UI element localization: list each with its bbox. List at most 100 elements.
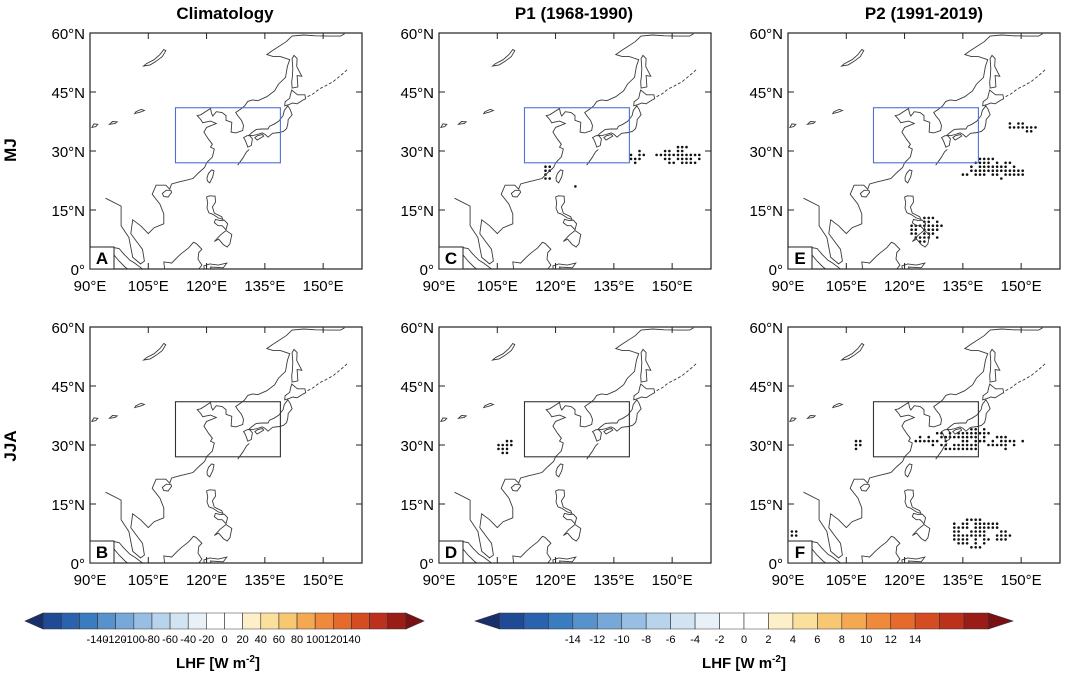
colorbar-right-tick-label: -12 — [589, 634, 605, 646]
colorbar-left-tick-label: -20 — [198, 634, 214, 646]
lat-label: 15°N — [749, 497, 783, 514]
colorbar-left-cell — [351, 612, 370, 630]
lat-label: 45°N — [400, 85, 434, 102]
panel-letter: A — [96, 249, 108, 268]
lon-label: 105°E — [128, 278, 169, 295]
colorbar-left-cell — [224, 612, 243, 630]
lon-label: 120°E — [186, 572, 227, 589]
lon-label: 150°E — [1001, 278, 1042, 295]
map-panel-c: 60°N 45°N 30°N 15°N 0°90°E 105°E 120°E 135°E 150… — [400, 26, 712, 295]
panel-letter: C — [445, 249, 457, 268]
study-region-box — [523, 107, 630, 164]
coastlines — [91, 33, 345, 269]
colorbar-right-cell — [621, 612, 647, 630]
panel-letter-box — [787, 540, 813, 564]
colorbar-left-tick-label: 120 — [324, 634, 342, 646]
lat-label: 0° — [420, 262, 434, 279]
lat-label: 60°N — [51, 26, 85, 43]
lat-label: 15°N — [51, 203, 85, 220]
lat-label: 60°N — [400, 320, 434, 337]
lat-label: 45°N — [400, 379, 434, 396]
colorbar-left-cell — [151, 612, 171, 630]
lon-label: 105°E — [128, 572, 169, 589]
coastlines — [440, 33, 694, 269]
lon-label: 90°E — [423, 572, 456, 589]
lon-label: 105°E — [826, 278, 867, 295]
colorbar-left-tick-label: 80 — [291, 634, 303, 646]
lat-label: 0° — [769, 556, 783, 573]
lat-label: 15°N — [400, 497, 434, 514]
colorbar-left-cell — [314, 612, 334, 630]
colorbar-right-cell — [523, 612, 549, 630]
study-region-box — [872, 401, 979, 458]
lat-label: 45°N — [749, 85, 783, 102]
colorbar-left-cell — [133, 612, 153, 630]
colorbar-left-cell — [115, 612, 135, 630]
panel-letter: B — [96, 543, 108, 562]
lon-label: 135°E — [244, 278, 285, 295]
kuril-islands — [307, 68, 349, 98]
lon-label: 105°E — [477, 278, 518, 295]
colorbar-left-cell — [260, 612, 280, 630]
column-title-p1: P1 (1968-1990) — [515, 4, 633, 23]
colorbar-left-title-end: ] — [255, 655, 260, 672]
lon-label: 90°E — [772, 572, 805, 589]
colorbar-right-cells — [474, 612, 1014, 630]
colorbar-left-tick-label: -40 — [180, 634, 196, 646]
colorbar-left-cell — [97, 612, 116, 630]
colorbar-right-cell — [865, 612, 892, 630]
colorbar-left-cell — [24, 612, 44, 630]
lat-label: 60°N — [400, 26, 434, 43]
study-region-box — [174, 401, 281, 458]
colorbar-left-cell — [296, 612, 316, 630]
significance-dots — [790, 428, 1024, 549]
colorbar-right-tick-label: 0 — [741, 634, 747, 646]
colorbar-right-tick-label: 6 — [814, 634, 820, 646]
colorbar-left-cell — [387, 612, 407, 630]
kuril-islands — [1005, 362, 1047, 392]
panel-letter-box — [787, 246, 813, 270]
coastlines — [789, 33, 1043, 269]
row-titles: MJ JJA — [1, 138, 20, 461]
map-panel-e: 60°N 45°N 30°N 15°N 0°90°E 105°E 120°E 135°E 150… — [749, 26, 1061, 295]
lat-label: 15°N — [400, 203, 434, 220]
kuril-islands — [656, 68, 698, 98]
map-panel-d: 60°N 45°N 30°N 15°N 0°90°E 105°E 120°E 135°E 150… — [400, 320, 712, 589]
kuril-islands — [307, 362, 349, 392]
colorbar-right-tick-label: -8 — [641, 634, 651, 646]
colorbar-right-cell — [988, 612, 1014, 630]
colorbar-left-cell — [42, 612, 62, 630]
colorbar-left-cell — [60, 612, 80, 630]
colorbar-right-title: LHF [W m-2] — [702, 654, 786, 672]
colorbar-left-title-sup: -2 — [246, 654, 255, 665]
lon-label: 90°E — [74, 572, 107, 589]
colorbar-right-tick-label: 2 — [765, 634, 771, 646]
lon-label: 120°E — [884, 572, 925, 589]
colorbar-left-cells — [24, 612, 425, 630]
colorbar-right-tick-label: -2 — [715, 634, 725, 646]
colorbar-right-cell — [817, 612, 843, 630]
lon-label: 150°E — [652, 572, 693, 589]
lat-label: 15°N — [51, 497, 85, 514]
colorbar-left-tick-label: -100 — [123, 634, 145, 646]
lon-label: 120°E — [535, 572, 576, 589]
colorbar-left: -140-120-100 -80 -60 -40 -20 0 20 40 60 80 100 120 1… — [24, 612, 425, 672]
colorbar-right: -14 -12 -10 -8 -6 -4 -2 0 2 4 6 8 10 12 14 LHF [W m-2] — [474, 612, 1014, 672]
lat-label: 30°N — [749, 144, 783, 161]
lat-label: 30°N — [400, 438, 434, 455]
column-titles: Climatology P1 (1968-1990) P2 (1991-2019… — [176, 4, 983, 23]
colorbar-left-labels: -140-120-100 -80 -60 -40 -20 0 20 40 60 80 100 120 1… — [87, 634, 361, 646]
colorbar-right-cell — [719, 612, 745, 630]
colorbar-left-cell — [369, 612, 389, 630]
panel-letter: F — [795, 543, 805, 562]
lat-label: 0° — [420, 556, 434, 573]
lat-label: 60°N — [749, 320, 783, 337]
panel-letter: E — [794, 249, 805, 268]
colorbar-left-tick-label: -60 — [162, 634, 178, 646]
colorbar-right-cell — [645, 612, 671, 630]
lon-label: 135°E — [244, 572, 285, 589]
lon-label: 90°E — [423, 278, 456, 295]
row-title-mj: MJ — [1, 138, 20, 162]
coastlines — [91, 327, 345, 563]
colorbar-left-tick-label: 40 — [255, 634, 267, 646]
